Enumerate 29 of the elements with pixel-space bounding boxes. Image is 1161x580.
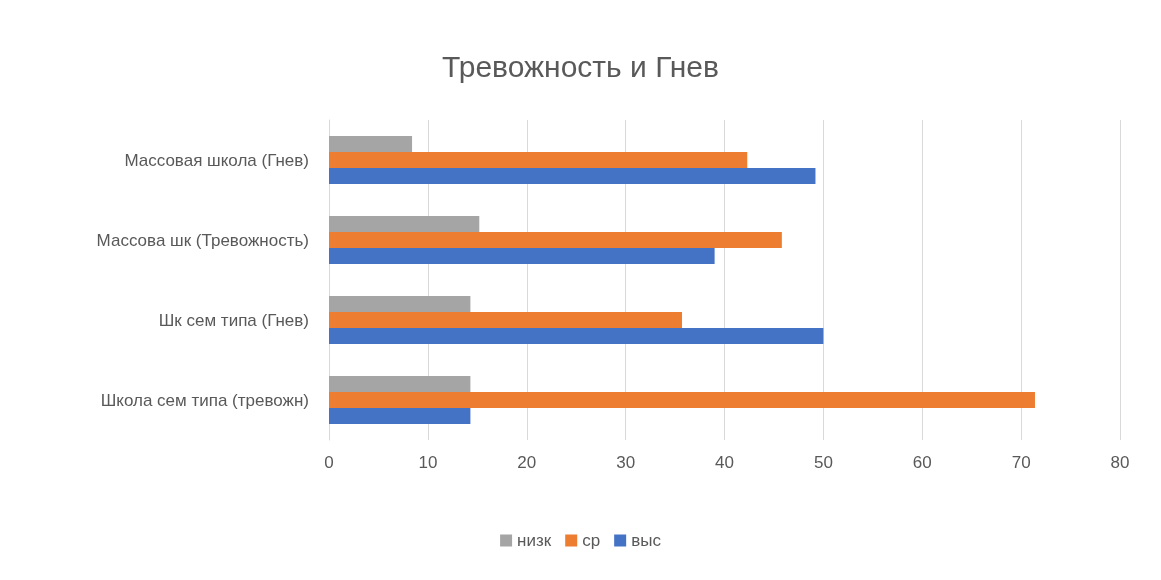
bar [329, 168, 816, 184]
legend-label: выс [631, 531, 662, 550]
x-tick-label: 50 [813, 453, 833, 472]
x-tick-label: 30 [616, 453, 636, 472]
bar [329, 408, 471, 424]
x-tick-label: 10 [418, 453, 438, 472]
bar [329, 232, 782, 248]
bar [329, 216, 480, 232]
x-tick-label: 20 [517, 453, 537, 472]
bar [329, 392, 1035, 408]
bar [329, 136, 413, 152]
bar [329, 328, 824, 344]
x-tick-label: 0 [324, 453, 334, 472]
x-tick-label: 40 [715, 453, 734, 472]
legend-label: ср [582, 531, 601, 550]
y-tick-label: Массова шк (Тревожность) [96, 230, 309, 250]
legend-label: низк [517, 531, 552, 550]
bar [329, 152, 748, 168]
x-tick-label: 70 [1011, 453, 1031, 472]
chart-title: Тревожность и Гнев [442, 49, 719, 83]
y-tick-label: Шк сем типа (Гнев) [158, 310, 309, 330]
y-tick-label: Школа сем типа (тревожн) [100, 390, 309, 410]
x-tick-label: 80 [1110, 453, 1130, 472]
bar [329, 248, 715, 264]
bar [329, 296, 471, 312]
x-tick-label: 60 [912, 453, 932, 472]
y-tick-label: Массовая школа (Гнев) [124, 150, 309, 170]
bar [329, 312, 682, 328]
bar [329, 376, 471, 392]
